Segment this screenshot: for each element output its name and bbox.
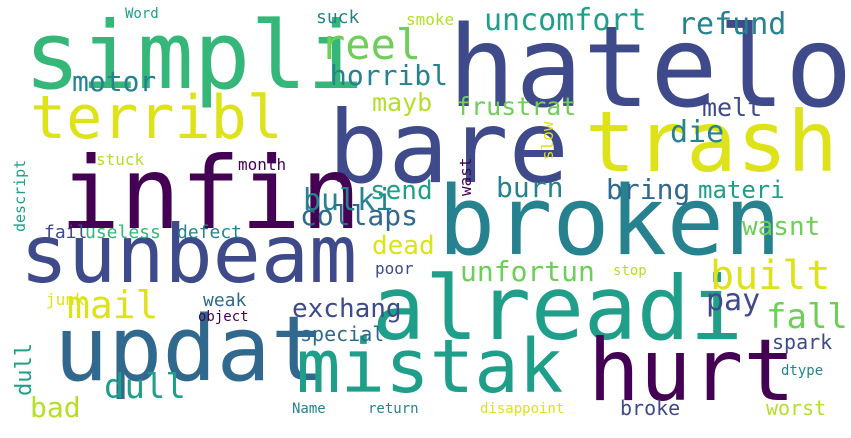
word-smoke: smoke <box>406 10 455 29</box>
word-bare: bare <box>328 89 569 206</box>
word-dull: dull <box>12 343 37 396</box>
word-worst: worst <box>766 396 827 420</box>
word-wast: wast <box>456 157 475 196</box>
word-broken: broken <box>438 167 782 277</box>
word-broke: spark <box>772 330 833 354</box>
word-wasnt: wasnt <box>742 212 821 242</box>
word-arthriti: broke <box>620 396 681 420</box>
word-month: month <box>238 155 287 174</box>
word-fail: fail <box>44 222 88 243</box>
word-Word: Word <box>125 6 159 22</box>
word-special: weak <box>203 290 247 311</box>
word-stuck: stuck <box>96 150 145 169</box>
word-junk: junk <box>46 290 85 309</box>
word-alreadi: alreadi <box>372 257 743 360</box>
word-hurt: hurt <box>588 321 796 421</box>
word-poor: poor <box>375 259 414 278</box>
word-built: built <box>710 253 831 299</box>
word-bulki: bulki <box>303 183 394 218</box>
word-stop: stop <box>613 263 647 279</box>
word-return: return <box>368 401 419 417</box>
word-defect: defect <box>177 222 243 243</box>
word-infin: infin <box>60 135 362 252</box>
word-mail: mail <box>67 283 159 327</box>
word-spark: special <box>300 322 385 346</box>
word-uncomfort: uncomfort <box>484 3 647 38</box>
word-updat: updat <box>54 297 325 402</box>
word-collaps: collaps <box>300 199 419 232</box>
word-sunbeam: sunbeam <box>20 208 358 301</box>
word-unfortun: unfortun <box>460 255 595 288</box>
word-exchang: dull <box>104 367 186 407</box>
word-mayb: mayb <box>372 88 433 117</box>
word-disappoint: disappoint <box>480 401 565 417</box>
word-reel: reel <box>320 20 422 69</box>
word-frustrat: frustrat <box>456 92 577 121</box>
word-slow: slow <box>538 121 557 160</box>
word-dtype: dtype <box>781 363 824 379</box>
word-pay: pay <box>706 283 761 318</box>
word-dead: dead <box>372 231 435 261</box>
word-burn: burn <box>496 171 564 204</box>
word-object: object <box>198 309 249 325</box>
word-horribl: horribl <box>330 59 449 92</box>
word-fall: fall <box>766 297 848 337</box>
word-die: die <box>670 115 725 150</box>
word-trash: trash <box>585 93 838 191</box>
word-Name: Name <box>292 401 326 417</box>
word-mistak: mistak <box>296 324 564 410</box>
word-suck: suck <box>316 7 360 28</box>
word-refund: refund <box>678 7 787 42</box>
word-melt: melt <box>702 93 763 122</box>
word-useless: useless <box>85 222 161 243</box>
word-weak: bad <box>30 391 81 424</box>
word-motor: motor <box>72 65 157 98</box>
word-terribl: terribl <box>30 83 283 153</box>
word-bad: exchang <box>292 294 402 324</box>
word-materi: materi <box>698 176 785 204</box>
word-descript: descript <box>11 159 29 232</box>
word-send: send <box>370 176 433 206</box>
word-bring: bring <box>606 173 691 206</box>
word-hateloud: hateloud <box>448 3 851 133</box>
word-simpli: simpli <box>24 2 364 111</box>
